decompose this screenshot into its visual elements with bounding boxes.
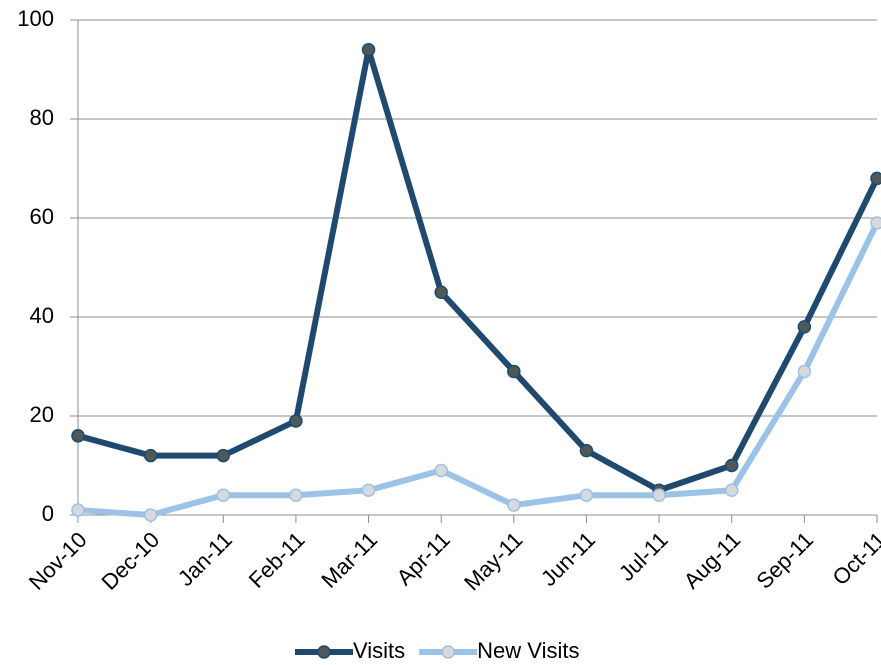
x-tick-label: Apr-11: [392, 527, 455, 590]
legend-marker: [441, 645, 455, 659]
x-tick-label: Aug-11: [679, 527, 746, 594]
point: [434, 463, 448, 478]
point: [289, 488, 303, 502]
x-tick-label: Mar-11: [316, 527, 382, 593]
series-line: [77, 221, 880, 518]
legend-label: Visits: [353, 638, 405, 663]
x-tick-label: Sep-11: [751, 527, 818, 594]
point: [724, 483, 739, 497]
series-line: [77, 46, 880, 494]
point: [652, 488, 666, 502]
point: [797, 320, 812, 334]
x-tick-label: Dec-10: [96, 527, 164, 595]
point: [289, 414, 303, 428]
y-tick-label: 0: [42, 501, 54, 526]
legend-label: New Visits: [477, 638, 579, 663]
x-tick-label: Feb-11: [244, 527, 310, 593]
x-tick-label: Oct-11: [827, 527, 881, 590]
point: [507, 364, 521, 379]
y-tick-label: 20: [30, 402, 54, 427]
x-tick-label: Jun-11: [536, 527, 600, 591]
point: [579, 488, 594, 502]
point: [870, 216, 881, 230]
point: [579, 443, 594, 458]
point: [216, 448, 231, 463]
y-tick-label: 100: [17, 6, 54, 31]
point: [143, 448, 158, 463]
point: [361, 42, 376, 57]
x-tick-label: Jan-11: [173, 527, 237, 591]
x-tick-label: Nov-10: [24, 527, 92, 595]
x-tick-label: May-11: [459, 527, 527, 595]
point: [361, 483, 376, 497]
point: [71, 429, 85, 443]
point: [71, 503, 85, 517]
point: [434, 285, 448, 299]
y-tick-label: 60: [30, 204, 54, 229]
y-tick-label: 80: [30, 105, 54, 130]
point: [507, 498, 521, 512]
point: [216, 488, 231, 502]
point: [724, 458, 739, 473]
point: [870, 171, 881, 186]
legend-marker: [317, 645, 331, 659]
x-tick-label: Jul-11: [614, 527, 673, 586]
point: [143, 508, 158, 522]
point: [797, 364, 812, 379]
y-tick-label: 40: [30, 303, 54, 328]
